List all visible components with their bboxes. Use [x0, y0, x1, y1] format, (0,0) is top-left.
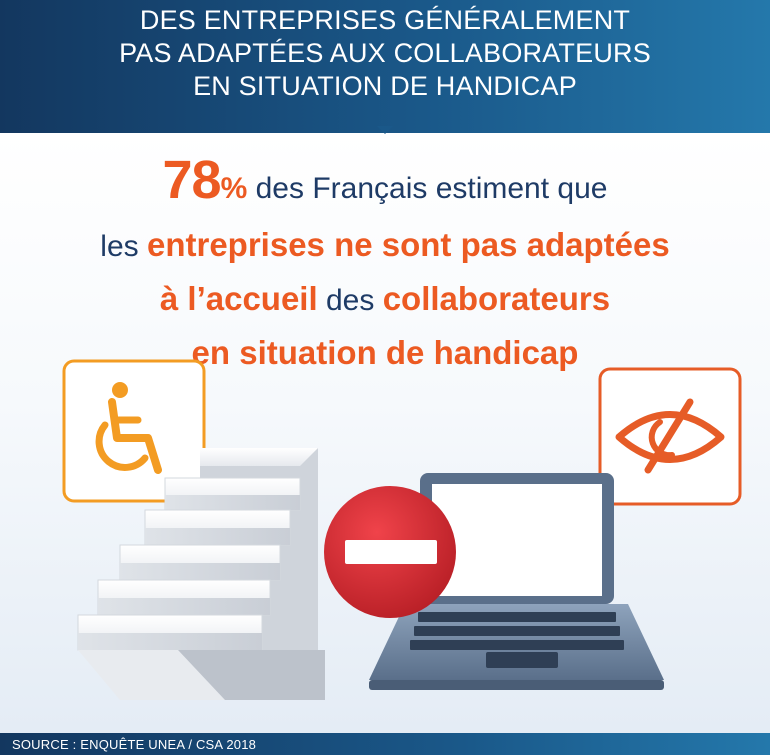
banner-title-line-3: EN SITUATION DE HANDICAP: [193, 71, 577, 101]
headline-line-2: les entreprises ne sont pas adaptées: [0, 219, 770, 273]
headline-text-2: les: [100, 230, 147, 263]
banner-title-line-2: PAS ADAPTÉES AUX COLLABORATEURS: [119, 38, 651, 68]
eye-slash-icon: [598, 367, 742, 506]
headline-highlight-3b: collaborateurs: [382, 280, 611, 317]
stat-number: 78: [162, 150, 222, 210]
headline-line-3: à l’accueil des collaborateurs: [0, 273, 770, 327]
headline-text-3: des: [317, 284, 383, 317]
title-banner: DES ENTREPRISES GÉNÉRALEMENT PAS ADAPTÉE…: [0, 0, 770, 133]
source-caption: SOURCE : ENQUÊTE UNEA / CSA 2018: [12, 737, 257, 752]
headline-highlight-2: entreprises ne sont pas adaptées: [146, 226, 670, 263]
stat-percent: %: [220, 172, 248, 205]
laptop-illustration: [369, 473, 664, 690]
illustration: [62, 359, 742, 700]
headline-highlight-4: en situation de handicap: [191, 334, 579, 371]
no-entry-sign: [324, 486, 456, 618]
headline-line-4: en situation de handicap: [0, 327, 770, 381]
banner-notch: [377, 126, 393, 134]
footer-bar: SOURCE : ENQUÊTE UNEA / CSA 2018: [0, 733, 770, 755]
headline-text-1: des Français estiment que: [247, 172, 608, 205]
headline: 78% des Français estiment que les entrep…: [0, 150, 770, 381]
wheelchair-icon: [62, 359, 206, 503]
headline-line-1: 78% des Français estiment que: [0, 150, 770, 219]
banner-title-line-1: DES ENTREPRISES GÉNÉRALEMENT: [139, 5, 631, 35]
headline-highlight-3a: à l’accueil: [159, 280, 318, 317]
stairs-illustration: [77, 448, 325, 700]
